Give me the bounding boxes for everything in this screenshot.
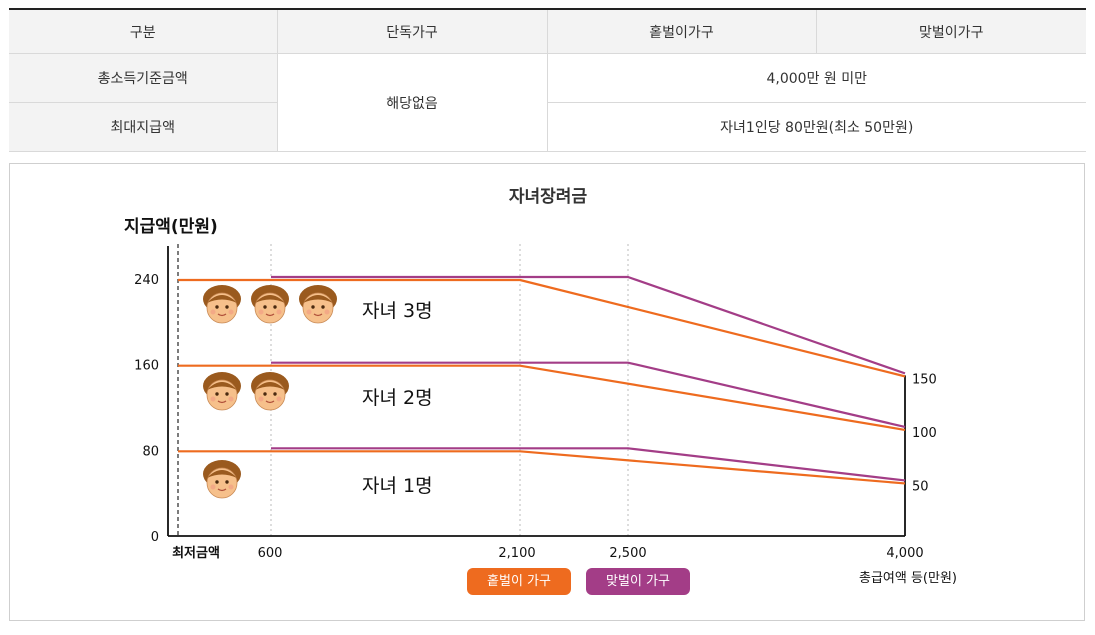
child-face-bangs [207, 295, 237, 303]
x-tick-label: 2,500 [609, 546, 646, 561]
child-face-eye [225, 392, 229, 396]
child-face-mouth [217, 488, 227, 492]
group-label: 자녀 1명 [362, 475, 433, 497]
x-tick-label: 최저금액 [172, 546, 220, 561]
child-face-icon [206, 292, 238, 324]
child-face-mouth [265, 400, 275, 404]
child-face-eye [311, 305, 315, 309]
x-tick-label: 600 [258, 546, 283, 561]
child-face-eye [225, 480, 229, 484]
child-face-mouth [217, 400, 227, 404]
child-face-cheek [258, 396, 264, 402]
right-tick-label: 100 [912, 426, 937, 441]
x-axis-label: 총급여액 등(만원) [859, 571, 957, 586]
header-category: 구분 [9, 8, 278, 54]
eligibility-table: 구분 단독가구 홑벌이가구 맞벌이가구 총소득기준금액 해당없음 4,000만 … [9, 8, 1086, 152]
child-face-cheek [276, 309, 282, 315]
table-row: 최대지급액 자녀1인당 80만원(최소 50만원) [9, 102, 1086, 152]
child-face-cheek [276, 396, 282, 402]
child-face-mouth [265, 313, 275, 317]
legend-single-earner: 홑벌이 가구 [467, 568, 571, 595]
child-face-eye [263, 392, 267, 396]
y-tick-label: 0 [151, 530, 159, 545]
child-face-eye [215, 480, 219, 484]
child-face-eye [225, 305, 229, 309]
y-tick-label: 160 [134, 359, 159, 374]
cell-single-not-applicable: 해당없음 [276, 53, 548, 152]
x-tick-label: 2,100 [498, 546, 535, 561]
cell-max-payment: 자녀1인당 80만원(최소 50만원) [546, 102, 1086, 152]
right-tick-label: 150 [912, 372, 937, 387]
dual-earner-line [271, 361, 906, 428]
child-face-eye [263, 305, 267, 309]
dual-earner-line [271, 447, 906, 482]
child-face-cheek [210, 484, 216, 490]
child-face-icon [206, 379, 238, 411]
header-single-earner: 홑벌이가구 [546, 8, 817, 54]
child-face-bangs [255, 295, 285, 303]
group-label: 자녀 3명 [362, 300, 433, 322]
x-tick-label: 4,000 [886, 546, 923, 561]
child-face-eye [273, 392, 277, 396]
child-face-eye [215, 392, 219, 396]
child-face-cheek [228, 484, 234, 490]
child-face-icon [302, 292, 334, 324]
child-face-eye [273, 305, 277, 309]
child-face-cheek [258, 309, 264, 315]
chart-title: 자녀장려금 [509, 187, 588, 207]
single-earner-line [178, 450, 906, 485]
child-face-bangs [255, 382, 285, 390]
child-face-cheek [306, 309, 312, 315]
child-face-cheek [210, 396, 216, 402]
child-face-cheek [210, 309, 216, 315]
y-axis-label: 지급액(만원) [124, 217, 218, 237]
row-label-max-payment: 최대지급액 [9, 102, 278, 152]
legend-dual-earner: 맞벌이 가구 [586, 568, 690, 595]
single-earner-line [178, 364, 906, 432]
y-tick-label: 80 [142, 444, 159, 459]
child-face-mouth [313, 313, 323, 317]
right-tick-label: 50 [912, 479, 929, 494]
child-face-icon [254, 379, 286, 411]
child-face-mouth [217, 313, 227, 317]
single-earner-line [178, 278, 906, 378]
child-face-cheek [228, 396, 234, 402]
dual-earner-line [271, 275, 906, 375]
group-label: 자녀 2명 [362, 387, 433, 409]
child-face-bangs [207, 470, 237, 478]
child-face-eye [215, 305, 219, 309]
child-face-cheek [324, 309, 330, 315]
child-face-bangs [303, 295, 333, 303]
chart-panel [9, 163, 1085, 621]
child-face-eye [321, 305, 325, 309]
child-face-icon [254, 292, 286, 324]
child-face-cheek [228, 309, 234, 315]
child-face-icon [206, 467, 238, 499]
y-tick-label: 240 [134, 273, 159, 288]
child-face-bangs [207, 382, 237, 390]
